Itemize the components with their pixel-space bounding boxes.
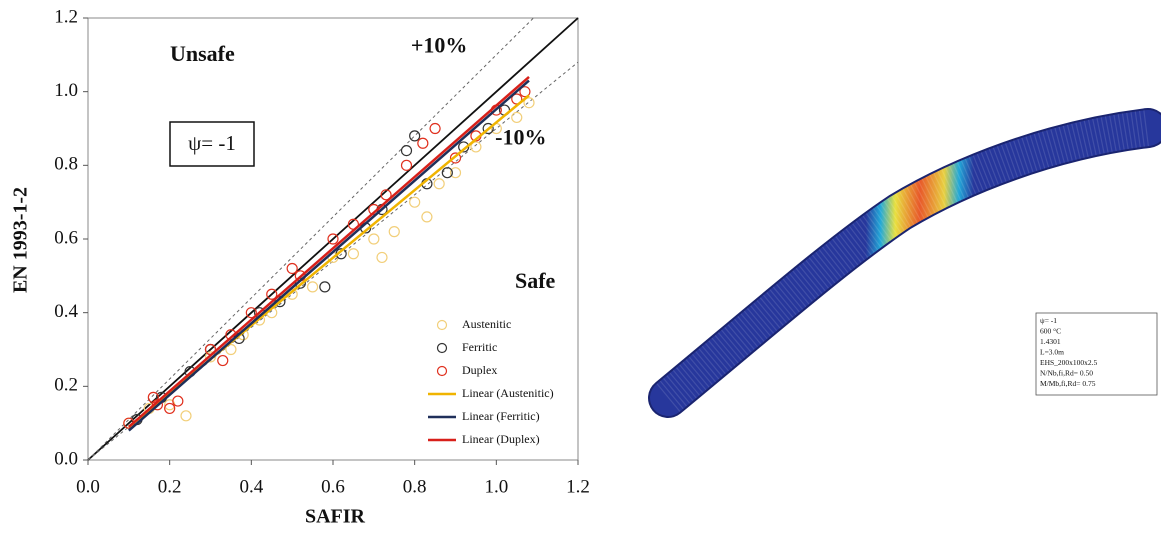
info-line: N/Nb,fi,Rd= 0.50 [1040,369,1093,378]
plot: 0.0 0.2 0.4 0.6 0.8 1.0 1.2 0.0 0.2 0.4 0.6 0.8 1.0 1… [54,6,590,497]
point [266,288,278,300]
legend-label: Ferritic [462,340,497,354]
x-axis-label: SAFIR [305,506,366,528]
info-line: M/Mb,fi,Rd= 0.75 [1040,379,1096,388]
point [470,141,482,153]
info-box [1035,312,1158,396]
point [417,137,429,149]
unsafe-label: Unsafe [170,41,235,66]
point [204,351,217,363]
x-tick-label: 0.4 [239,476,263,497]
legend-marker [436,365,448,377]
point [225,343,237,356]
point [482,122,494,135]
point [164,402,176,415]
point [409,196,421,208]
legend-label: Linear (Austenitic) [462,386,554,400]
legend-marker [436,342,448,354]
point [429,122,441,135]
point [327,233,339,245]
point [433,178,445,190]
point [449,167,462,179]
y-axis-label: EN 1993-1-2 [10,187,32,293]
point [523,97,535,109]
point [511,111,523,124]
info-line: 1.4301 [1040,337,1061,346]
safe-label: Safe [515,268,556,293]
point [376,251,388,264]
point [368,233,380,245]
point [400,145,413,157]
reference-label: -10% [495,125,546,150]
point [347,248,360,260]
psi-box [169,121,255,167]
y-tick-label: 0.2 [54,375,78,396]
beam [650,110,1161,416]
info-line: EHS_200x100x2.5 [1040,358,1098,367]
info-line: ψ= -1 [1040,316,1057,325]
point [180,410,192,422]
point [441,167,453,179]
reference-line [87,17,579,461]
x-tick-label: 1.0 [484,476,508,497]
point [286,262,298,275]
point [388,226,400,238]
point [449,152,462,164]
y-tick-label: 0.0 [54,448,78,469]
fit-line [128,75,530,428]
reference-line [87,17,534,461]
legend-label: Austenitic [462,317,511,331]
legend-marker [436,319,448,331]
x-tick-label: 0.8 [403,476,427,497]
y-tick-label: 0.4 [54,301,78,322]
psi-label: ψ= -1 [188,131,236,155]
point [245,307,257,319]
x-tick-label: 1.2 [566,476,590,497]
point [217,354,229,367]
point [306,281,319,293]
legend-label: Linear (Ferritic) [462,409,540,423]
x-tick-label: 0.0 [76,476,100,497]
legend-label: Linear (Duplex) [462,432,540,446]
y-tick-label: 1.0 [54,80,78,101]
y-tick-label: 1.2 [54,6,78,27]
point [409,130,421,142]
point [400,159,413,171]
info-line: L=3.0m [1040,348,1064,357]
point [519,86,531,98]
point [319,281,331,293]
fit-line [128,79,530,432]
reference-label: +10% [411,33,468,58]
info-line: 600 °C [1040,327,1061,336]
x-tick-label: 0.6 [321,476,345,497]
legend-label: Duplex [462,363,497,377]
point [172,395,184,407]
point [380,189,392,201]
x-tick-label: 0.2 [158,476,182,497]
y-tick-label: 0.8 [54,154,78,175]
point [421,211,433,223]
y-tick-label: 0.6 [54,227,78,248]
